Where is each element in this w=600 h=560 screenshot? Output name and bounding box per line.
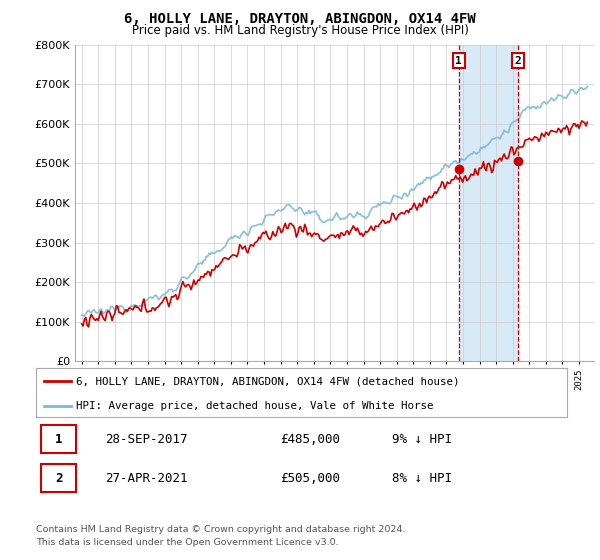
Text: 8% ↓ HPI: 8% ↓ HPI	[392, 472, 452, 485]
Text: Price paid vs. HM Land Registry's House Price Index (HPI): Price paid vs. HM Land Registry's House …	[131, 24, 469, 36]
Text: 1: 1	[455, 55, 462, 66]
Text: 2: 2	[515, 55, 521, 66]
Text: £485,000: £485,000	[280, 432, 340, 446]
Text: HPI: Average price, detached house, Vale of White Horse: HPI: Average price, detached house, Vale…	[76, 402, 433, 412]
Text: 2: 2	[55, 472, 62, 485]
Text: 6, HOLLY LANE, DRAYTON, ABINGDON, OX14 4FW: 6, HOLLY LANE, DRAYTON, ABINGDON, OX14 4…	[124, 12, 476, 26]
Text: 9% ↓ HPI: 9% ↓ HPI	[392, 432, 452, 446]
FancyBboxPatch shape	[41, 425, 76, 453]
FancyBboxPatch shape	[41, 464, 76, 492]
Text: 6, HOLLY LANE, DRAYTON, ABINGDON, OX14 4FW (detached house): 6, HOLLY LANE, DRAYTON, ABINGDON, OX14 4…	[76, 376, 460, 386]
Bar	[459, 45, 518, 361]
Text: Contains HM Land Registry data © Crown copyright and database right 2024.: Contains HM Land Registry data © Crown c…	[36, 525, 406, 534]
Text: 1: 1	[55, 432, 62, 446]
Text: This data is licensed under the Open Government Licence v3.0.: This data is licensed under the Open Gov…	[36, 538, 338, 547]
Text: 28-SEP-2017: 28-SEP-2017	[105, 432, 188, 446]
Text: 27-APR-2021: 27-APR-2021	[105, 472, 188, 485]
Text: £505,000: £505,000	[280, 472, 340, 485]
